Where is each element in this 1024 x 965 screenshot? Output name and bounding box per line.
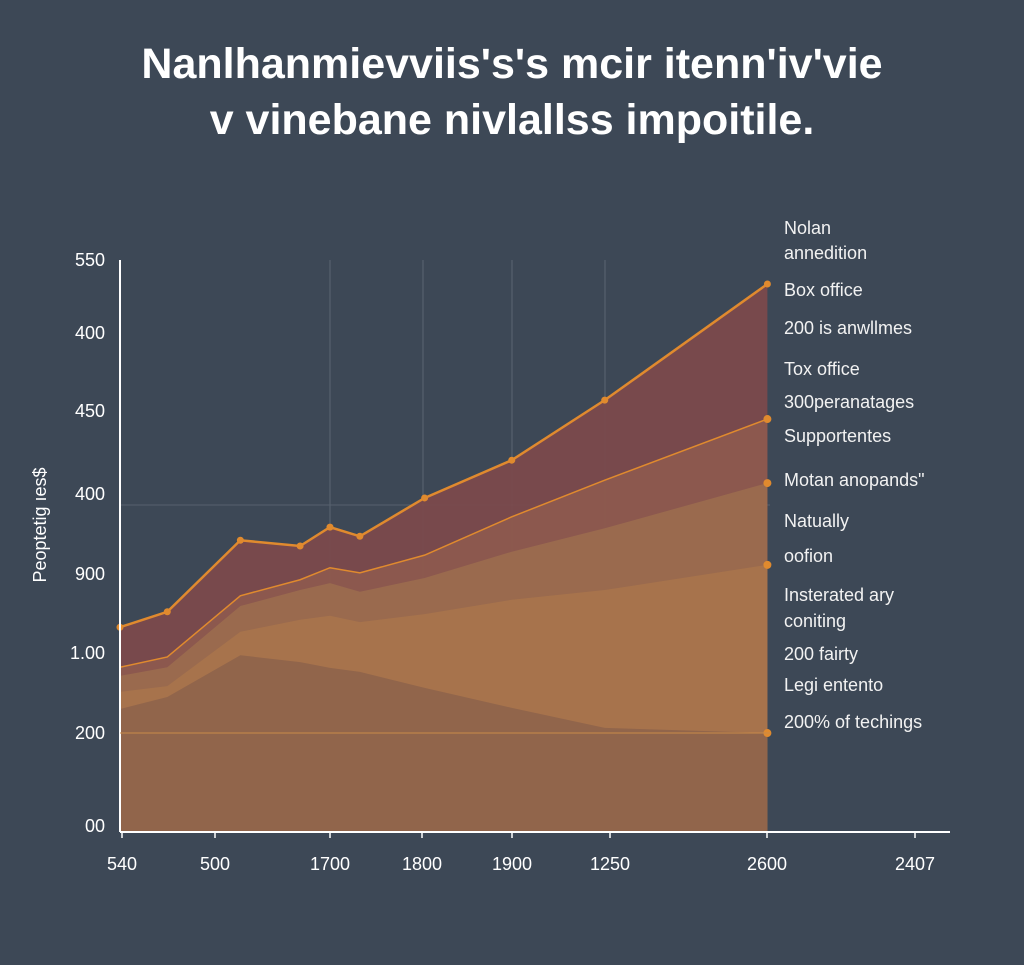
x-tick-label: 1800 [402,854,442,874]
point [236,536,244,544]
y-axis-label: Peoptetig ıes$ [30,467,50,582]
annotation: 200% of techings [784,712,922,732]
point [296,542,304,550]
annotation: Motan anopands" [784,470,925,490]
point [763,280,771,288]
line [119,418,768,668]
x-tick-label: 2407 [895,854,935,874]
x-tick-label: 540 [107,854,137,874]
point [763,479,772,488]
x-tick-label: 1700 [310,854,350,874]
point [601,396,609,404]
line [119,283,769,629]
annotation: 200 is anwllmes [784,318,912,338]
annotation: Tox office [784,359,860,379]
y-tick-label: 200 [75,723,105,743]
point [763,560,772,569]
y-tick-label: 00 [85,816,105,836]
annotation: Box office [784,280,863,300]
point [763,415,772,424]
area [120,655,768,832]
x-tick-label: 1250 [590,854,630,874]
annotation: 300peranatages [784,392,914,412]
chart-title: v vinebane nivlallss impoitile. [210,96,815,144]
x-tick-label: 500 [200,854,230,874]
chart-title: Nanlhanmievviis's's mcir itenn'iv'vie [141,40,882,88]
y-tick-label: 400 [75,323,105,343]
point [326,523,334,531]
y-tick-label: 450 [75,401,105,421]
annotation: Nolan [784,218,831,238]
x-tick-label: 1900 [492,854,532,874]
point [163,608,171,616]
annotation: Legi entento [784,675,883,695]
y-tick-label: 1.00 [70,643,105,663]
annotation: annedition [784,243,867,263]
annotation: 200 fairty [784,644,858,664]
point [356,532,364,540]
annotation: oofion [784,546,833,566]
y-tick-label: 550 [75,250,105,270]
x-tick-label: 2600 [747,854,787,874]
annotation: Natually [784,511,849,531]
annotation: Insterated ary [784,585,894,605]
point [421,494,429,502]
point [508,456,516,464]
y-tick-label: 400 [75,484,105,504]
annotation: coniting [784,611,846,631]
y-tick-label: 900 [75,564,105,584]
annotation: Supportentes [784,426,891,446]
